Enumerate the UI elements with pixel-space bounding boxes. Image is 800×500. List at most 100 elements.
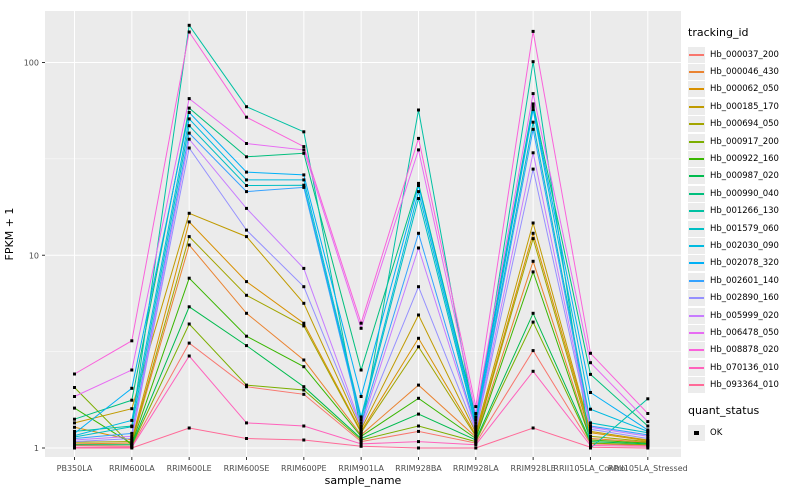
data-point — [245, 105, 248, 109]
data-point — [417, 429, 420, 433]
data-point — [187, 276, 191, 280]
data-point — [417, 446, 420, 450]
legend-item-Hb_000922_160: Hb_000922_160 — [688, 150, 798, 168]
data-point — [245, 155, 248, 159]
data-point — [531, 320, 535, 324]
data-point — [589, 407, 592, 411]
data-point — [187, 106, 191, 110]
series-color-swatch-icon — [689, 314, 704, 317]
legend-key — [688, 237, 705, 254]
x-tick-label: RRIM928LA — [453, 464, 499, 473]
quant-ok-key — [688, 424, 705, 441]
legend-item-label: OK — [710, 427, 723, 438]
data-point — [474, 446, 478, 450]
data-point — [302, 266, 306, 270]
series-color-swatch-icon — [689, 297, 704, 300]
data-point — [245, 385, 248, 389]
data-point — [646, 424, 650, 428]
data-point — [589, 372, 592, 376]
data-point — [302, 178, 306, 182]
legend-item-label: Hb_002030_090 — [710, 240, 779, 251]
legend-key — [688, 290, 705, 307]
legend-key — [688, 272, 705, 289]
data-point — [589, 391, 592, 394]
x-tick-label: RRIM600PE — [281, 464, 327, 473]
data-point — [130, 434, 134, 438]
data-point — [302, 385, 306, 389]
legend-item-Hb_002078_320: Hb_002078_320 — [688, 255, 798, 272]
data-point — [417, 181, 420, 185]
data-point — [130, 425, 134, 429]
data-point — [302, 438, 306, 442]
data-point — [187, 211, 191, 215]
data-point — [73, 446, 76, 450]
data-point — [302, 324, 306, 328]
data-point — [359, 437, 363, 440]
legend-key — [688, 377, 705, 394]
legend-item-Hb_000185_170: Hb_000185_170 — [688, 98, 798, 115]
data-point — [531, 105, 535, 109]
legend-item-label: Hb_001266_130 — [710, 206, 779, 217]
data-point — [245, 115, 248, 119]
data-point — [531, 127, 535, 131]
data-point — [417, 440, 420, 444]
data-point — [359, 421, 363, 425]
legend-key — [688, 168, 705, 185]
data-point — [187, 243, 191, 247]
data-point — [187, 23, 191, 27]
data-point — [531, 120, 535, 124]
data-point — [531, 270, 535, 274]
x-tick-label: RRIM600SE — [224, 464, 270, 473]
series-color-swatch-icon — [689, 158, 704, 161]
data-point — [130, 339, 134, 343]
data-point — [474, 421, 478, 425]
data-point — [245, 383, 248, 387]
x-axis-title: sample_name — [325, 474, 402, 487]
legend-items-tracking-id: Hb_000037_200 Hb_000046_430 Hb_000062_050 H… — [688, 46, 798, 394]
data-point — [589, 434, 592, 438]
legend-item-quant-ok: OK — [688, 424, 798, 441]
series-color-swatch-icon — [689, 175, 704, 178]
data-point — [417, 190, 420, 194]
data-point — [245, 311, 248, 315]
data-point — [417, 148, 420, 152]
data-point — [474, 440, 478, 444]
data-point — [531, 311, 535, 315]
data-point — [359, 418, 363, 422]
data-point — [646, 420, 650, 424]
legend-item-Hb_000694_050: Hb_000694_050 — [688, 116, 798, 133]
data-point — [531, 349, 535, 353]
x-tick-label: RRIM928BA — [395, 464, 442, 473]
series-color-swatch-icon — [689, 140, 704, 143]
data-point — [187, 30, 191, 34]
legend-key — [688, 324, 705, 341]
data-point — [187, 131, 191, 135]
data-point — [130, 368, 134, 372]
data-point — [359, 444, 363, 448]
legend-item-Hb_008878_020: Hb_008878_020 — [688, 342, 798, 359]
data-point — [187, 146, 191, 150]
data-point — [302, 301, 306, 305]
data-point — [302, 365, 306, 369]
legend-item-Hb_000037_200: Hb_000037_200 — [688, 46, 798, 63]
data-point — [531, 259, 535, 263]
data-point — [302, 285, 306, 289]
legend-item-Hb_001579_060: Hb_001579_060 — [688, 220, 798, 237]
data-point — [130, 440, 134, 444]
data-point — [474, 418, 478, 422]
legend-item-Hb_005999_020: Hb_005999_020 — [688, 307, 798, 324]
data-point — [73, 443, 76, 447]
series-color-swatch-icon — [689, 88, 704, 91]
data-point — [130, 443, 134, 447]
data-point — [589, 351, 592, 355]
legend-item-Hb_000990_040: Hb_000990_040 — [688, 185, 798, 202]
data-point — [73, 372, 76, 376]
data-point — [187, 220, 191, 224]
legend-item-Hb_001266_130: Hb_001266_130 — [688, 203, 798, 220]
legend-item-Hb_000062_050: Hb_000062_050 — [688, 81, 798, 98]
data-point — [531, 167, 535, 171]
data-point — [531, 237, 535, 241]
legend-key — [688, 255, 705, 272]
data-point — [646, 412, 650, 415]
data-point — [531, 426, 535, 430]
